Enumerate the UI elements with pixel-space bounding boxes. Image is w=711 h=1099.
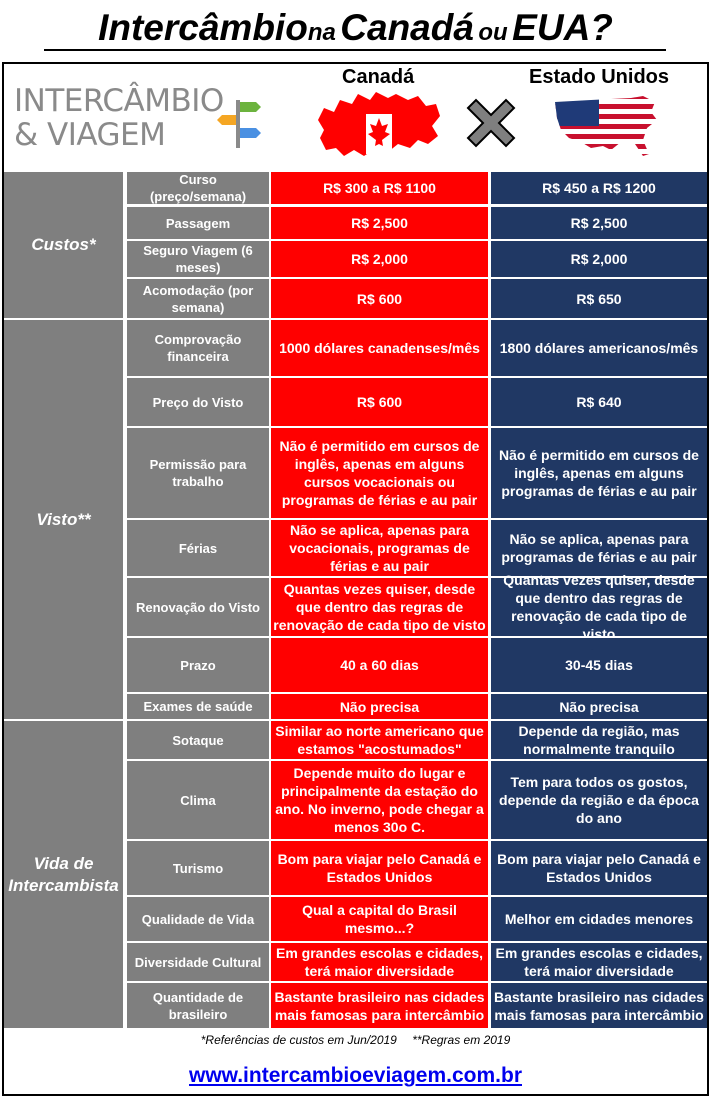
row-label: Exames de saúde (127, 694, 269, 719)
signpost-icon (217, 100, 261, 148)
usa-value: R$ 650 (491, 279, 707, 318)
title-connector: na (307, 19, 336, 46)
brand-logo: INTERCÂMBIO & VIAGEM (14, 84, 264, 158)
row-label: Curso (preço/semana) (127, 172, 269, 204)
row-label: Quantidade de brasileiro (127, 983, 269, 1028)
title-or: ou (478, 19, 508, 46)
row-label: Férias (127, 520, 269, 576)
usa-value: Não precisa (491, 694, 707, 719)
row-label: Acomodação (por semana) (127, 279, 269, 318)
page-title: Intercâmbiona Canadá ou EUA? (0, 4, 711, 52)
usa-value: Tem para todos os gostos, depende da reg… (491, 761, 707, 839)
usa-map-icon (555, 96, 657, 156)
row-label: Preço do Visto (127, 378, 269, 426)
row-label: Diversidade Cultural (127, 943, 269, 981)
usa-value: R$ 450 a R$ 1200 (491, 172, 707, 204)
row-label: Prazo (127, 638, 269, 692)
usa-value: 1800 dólares americanos/mês (491, 320, 707, 376)
canada-value: Bom para viajar pelo Canadá e Estados Un… (271, 841, 488, 895)
canada-value: Não é permitido em cursos de inglês, ape… (271, 428, 488, 518)
usa-value: Bastante brasileiro nas cidades mais fam… (491, 983, 707, 1028)
title-part3: EUA? (512, 7, 613, 48)
row-label: Comprovação financeira (127, 320, 269, 376)
footer-notes: *Referências de custos em Jun/2019 **Reg… (0, 1033, 711, 1047)
title-part2: Canadá (340, 7, 474, 48)
usa-value: Depende da região, mas normalmente tranq… (491, 721, 707, 759)
category-visto: Visto** (4, 320, 123, 719)
canada-value: R$ 2,500 (271, 207, 488, 239)
category-custos: Custos* (4, 172, 123, 318)
canada-value: Não precisa (271, 694, 488, 719)
canada-map-icon (318, 92, 440, 156)
website-link[interactable]: www.intercambioeviagem.com.br (189, 1064, 522, 1087)
title-underline (44, 49, 666, 51)
canada-value: Em grandes escolas e cidades, terá maior… (271, 943, 488, 981)
usa-value: Não se aplica, apenas para programas de … (491, 520, 707, 576)
row-label: Sotaque (127, 721, 269, 759)
usa-value: Não é permitido em cursos de inglês, ape… (491, 428, 707, 518)
row-label: Permissão para trabalho (127, 428, 269, 518)
canada-value: Qual a capital do Brasil mesmo...? (271, 897, 488, 941)
comparison-header: INTERCÂMBIO & VIAGEM Canadá Estado Unido… (4, 64, 707, 170)
row-label: Qualidade de Vida (127, 897, 269, 941)
canada-value: Bastante brasileiro nas cidades mais fam… (271, 983, 488, 1028)
usa-value: Bom para viajar pelo Canadá e Estados Un… (491, 841, 707, 895)
canada-value: 40 a 60 dias (271, 638, 488, 692)
logo-line-1: INTERCÂMBIO (14, 83, 224, 119)
canada-value: R$ 600 (271, 378, 488, 426)
usa-value: Quantas vezes quiser, desde que dentro d… (491, 572, 707, 642)
versus-x-icon (466, 98, 516, 148)
infographic-frame (2, 62, 709, 1096)
footer-cost-reference: *Referências de custos em Jun/2019 (200, 1033, 397, 1047)
canada-value: Similar ao norte americano que estamos "… (271, 721, 488, 759)
usa-value: Em grandes escolas e cidades, terá maior… (491, 943, 707, 981)
row-label: Renovação do Visto (127, 578, 269, 636)
canada-value: R$ 300 a R$ 1100 (271, 172, 488, 204)
title-part1: Intercâmbio (98, 7, 308, 48)
canada-value: R$ 600 (271, 279, 488, 318)
usa-value: Melhor em cidades menores (491, 897, 707, 941)
row-label: Turismo (127, 841, 269, 895)
canada-value: Quantas vezes quiser, desde que dentro d… (271, 578, 488, 636)
canada-value: Não se aplica, apenas para vocacionais, … (271, 520, 488, 576)
footer-rules-reference: **Regras em 2019 (412, 1033, 511, 1047)
row-label: Passagem (127, 207, 269, 239)
canada-value: R$ 2,000 (271, 241, 488, 277)
usa-value: R$ 2,500 (491, 207, 707, 239)
usa-value: R$ 2,000 (491, 241, 707, 277)
row-label: Clima (127, 761, 269, 839)
country-usa-label: Estado Unidos (529, 66, 670, 88)
category-vida-de-intercambista: Vida de Intercambista (4, 721, 123, 1028)
usa-value: 30-45 dias (491, 638, 707, 692)
logo-line-2: & VIAGEM (14, 117, 166, 153)
row-label: Seguro Viagem (6 meses) (127, 241, 269, 277)
country-canada-label: Canadá (342, 66, 415, 88)
canada-value: Depende muito do lugar e principalmente … (271, 761, 488, 839)
canada-value: 1000 dólares canadenses/mês (271, 320, 488, 376)
usa-value: R$ 640 (491, 378, 707, 426)
